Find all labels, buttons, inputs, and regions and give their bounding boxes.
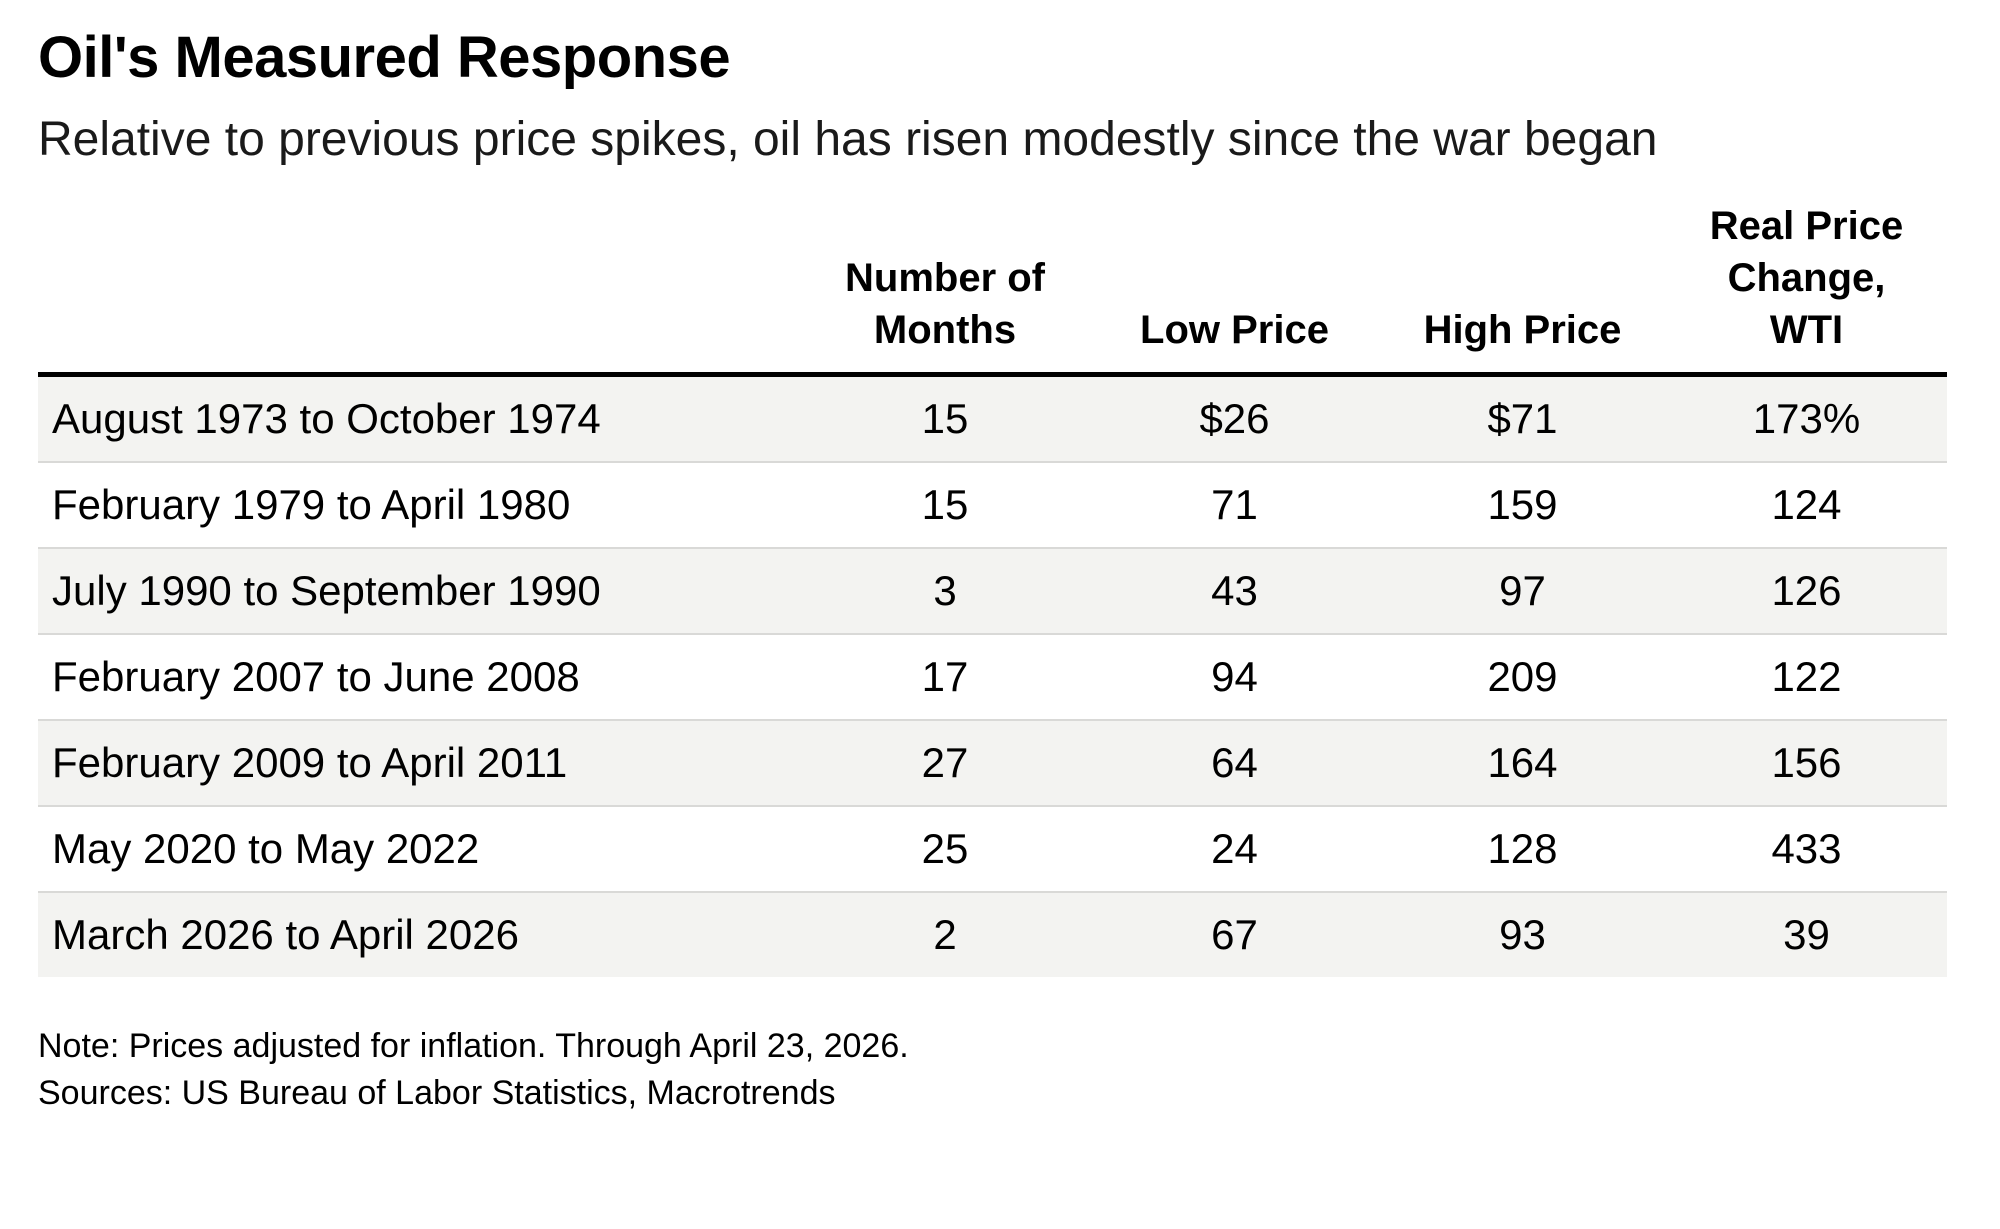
table-row: May 2020 to May 2022 25 24 128 433	[38, 805, 1947, 892]
value-cell: 126	[1771, 566, 1842, 614]
table-body: August 1973 to October 1974 15 $26 $71 173% F…	[38, 374, 1947, 977]
value-cell: 2	[933, 910, 957, 958]
value-cell: 97	[1499, 566, 1546, 614]
chart-footer: Note: Prices adjusted for inflation. Thr…	[38, 1023, 1960, 1117]
period-cell: May 2020 to May 2022	[52, 824, 480, 872]
note-text: Note: Prices adjusted for inflation. Thr…	[38, 1026, 909, 1065]
value-cell: 15	[921, 394, 969, 442]
value-cell: 43	[1211, 566, 1258, 614]
value-cell: 71	[1211, 480, 1258, 528]
column-header: Number of Months	[845, 255, 1045, 352]
chart-title: Oil's Measured Response	[38, 25, 731, 90]
value-cell: 164	[1487, 738, 1558, 786]
table-row: August 1973 to October 1974 15 $26 $71 173%	[38, 374, 1947, 462]
value-cell: 25	[921, 824, 969, 872]
column-header: Real Price Change, WTI	[1709, 203, 1904, 352]
value-cell: 128	[1487, 824, 1558, 872]
value-cell: 159	[1487, 480, 1558, 528]
value-cell: 39	[1783, 910, 1830, 958]
value-cell: 122	[1771, 652, 1842, 700]
column-header	[38, 200, 800, 375]
value-cell: 124	[1771, 480, 1842, 528]
value-cell: 173%	[1752, 394, 1861, 442]
sources-text: Sources: US Bureau of Labor Statistics, …	[38, 1073, 836, 1112]
period-cell: March 2026 to April 2026	[52, 910, 519, 958]
period-cell: July 1990 to September 1990	[52, 566, 601, 614]
value-cell: 64	[1211, 738, 1258, 786]
value-cell: 94	[1211, 652, 1258, 700]
value-cell: $26	[1199, 394, 1270, 442]
period-cell: August 1973 to October 1974	[52, 394, 601, 442]
data-table: Number of Months Low Price High Price Real …	[38, 200, 1947, 977]
value-cell: 27	[921, 738, 969, 786]
table-row: February 1979 to April 1980 15 71 159 124	[38, 461, 1947, 548]
value-cell: 15	[921, 480, 969, 528]
value-cell: 67	[1211, 910, 1258, 958]
value-cell: 3	[933, 566, 957, 614]
value-cell: 93	[1499, 910, 1546, 958]
period-cell: February 2007 to June 2008	[52, 652, 580, 700]
period-cell: February 1979 to April 1980	[52, 480, 571, 528]
value-cell: 17	[921, 652, 969, 700]
column-header: High Price	[1423, 307, 1622, 352]
value-cell: 433	[1771, 824, 1842, 872]
value-cell: 156	[1771, 738, 1842, 786]
table-row: March 2026 to April 2026 2 67 93 39	[38, 891, 1947, 977]
table-row: February 2009 to April 2011 27 64 164 156	[38, 719, 1947, 806]
chart-subtitle: Relative to previous price spikes, oil h…	[38, 112, 1658, 166]
value-cell: $71	[1487, 394, 1558, 442]
table-row: July 1990 to September 1990 3 43 97 126	[38, 547, 1947, 634]
value-cell: 209	[1487, 652, 1558, 700]
table-head-row: Number of Months Low Price High Price Real …	[38, 200, 1947, 375]
table-row: February 2007 to June 2008 17 94 209 122	[38, 633, 1947, 720]
column-header: Low Price	[1140, 307, 1329, 352]
period-cell: February 2009 to April 2011	[52, 738, 568, 786]
value-cell: 24	[1211, 824, 1258, 872]
